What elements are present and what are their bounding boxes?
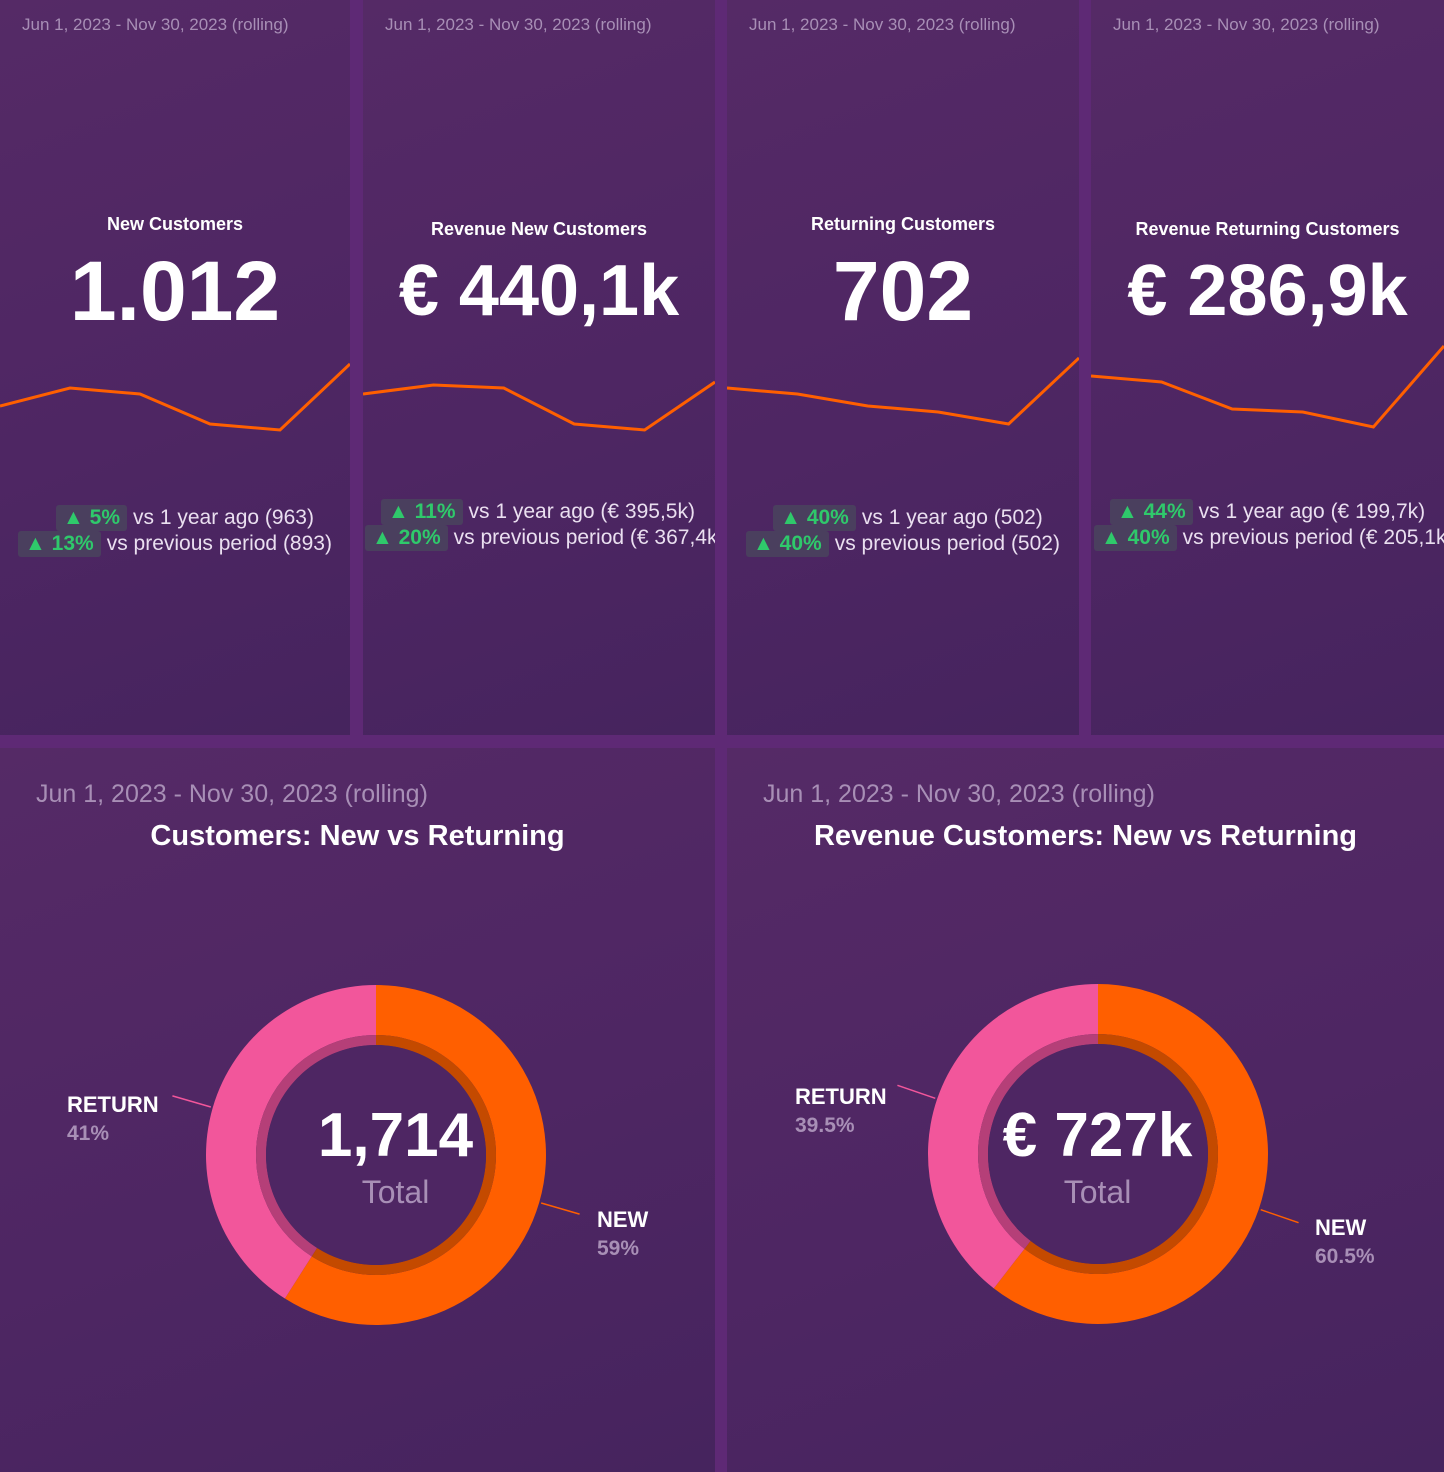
chart-title: Customers: New vs Returning: [150, 820, 565, 852]
change-badge: ▲ 44%: [1110, 499, 1193, 525]
comparison-year: ▲ 5% vs 1 year ago (963): [0, 505, 350, 531]
kpi-title: Revenue Returning Customers: [1135, 219, 1400, 239]
slice-label-new: NEW: [597, 1207, 649, 1232]
comparison-text: vs 1 year ago (€ 395,5k): [468, 500, 695, 523]
date-range: Jun 1, 2023 - Nov 30, 2023 (rolling): [763, 780, 1155, 808]
sparkline: [0, 362, 350, 432]
comparison-period: ▲ 20% vs previous period (€ 367,4k): [365, 525, 715, 551]
comparison-year: ▲ 11% vs 1 year ago (€ 395,5k): [381, 499, 715, 525]
date-range: Jun 1, 2023 - Nov 30, 2023 (rolling): [22, 15, 289, 34]
change-badge: ▲ 40%: [773, 505, 856, 531]
date-range: Jun 1, 2023 - Nov 30, 2023 (rolling): [749, 15, 1016, 34]
donut-panel-revenue: Jun 1, 2023 - Nov 30, 2023 (rolling) Rev…: [727, 748, 1444, 1472]
donut-center-value: 1,714: [317, 1101, 474, 1170]
kpi-title: New Customers: [106, 214, 244, 234]
comparison-text: vs previous period (€ 367,4k): [453, 526, 715, 549]
slice-label-return: RETURN: [67, 1092, 159, 1117]
donut-panel-customers: Jun 1, 2023 - Nov 30, 2023 (rolling) Cus…: [0, 748, 715, 1472]
comparison-text: vs previous period (€ 205,1k): [1182, 526, 1444, 549]
kpi-title: Revenue New Customers: [430, 219, 648, 239]
leader-line-return: [897, 1084, 936, 1099]
slice-pct-return: 41%: [67, 1122, 110, 1145]
comparison-period: ▲ 40% vs previous period (€ 205,1k): [1094, 525, 1444, 551]
chart-title: Revenue Customers: New vs Returning: [813, 820, 1358, 852]
leader-line-return: [172, 1095, 212, 1108]
comparison-year: ▲ 44% vs 1 year ago (€ 199,7k): [1110, 499, 1444, 525]
slice-label-new: NEW: [1315, 1215, 1367, 1240]
slice-pct-new: 60.5%: [1315, 1245, 1375, 1268]
change-badge: ▲ 13%: [18, 531, 101, 557]
change-badge: ▲ 11%: [381, 499, 463, 525]
donut-center-value: € 727k: [1002, 1101, 1193, 1170]
donut-slice-return: [928, 984, 1098, 1289]
date-range: Jun 1, 2023 - Nov 30, 2023 (rolling): [385, 15, 652, 34]
kpi-value: € 286,9k: [1127, 251, 1408, 331]
donut-chart: [172, 985, 580, 1325]
change-badge: ▲ 5%: [56, 505, 128, 531]
donut-slice-inner-new: [1024, 1034, 1218, 1274]
donut-slice-inner-return: [255, 1035, 376, 1257]
kpi-title: Returning Customers: [810, 214, 996, 234]
sparkline: [727, 356, 1079, 426]
kpi-panel-new-customers: Jun 1, 2023 - Nov 30, 2023 (rolling) New…: [0, 0, 350, 735]
comparison-period: ▲ 40% vs previous period (502): [727, 531, 1079, 557]
comparison-period: ▲ 13% vs previous period (893): [0, 531, 350, 557]
donut-slice-new: [993, 984, 1268, 1324]
comparison-text: vs 1 year ago (963): [133, 506, 314, 529]
slice-label-return: RETURN: [795, 1084, 887, 1109]
donut-hole: [988, 1044, 1208, 1264]
comparison-text: vs previous period (502): [834, 532, 1060, 555]
change-badge: ▲ 40%: [746, 531, 829, 557]
donut-hole: [266, 1045, 486, 1265]
kpi-panel-returning-customers: Jun 1, 2023 - Nov 30, 2023 (rolling) Ret…: [727, 0, 1079, 735]
change-badge: ▲ 20%: [365, 525, 448, 551]
kpi-panel-revenue-new-customers: Jun 1, 2023 - Nov 30, 2023 (rolling) Rev…: [363, 0, 715, 735]
slice-pct-return: 39.5%: [795, 1114, 855, 1137]
kpi-panel-revenue-returning-customers: Jun 1, 2023 - Nov 30, 2023 (rolling) Rev…: [1091, 0, 1444, 735]
kpi-value: 702: [832, 244, 974, 338]
change-badge: ▲ 40%: [1094, 525, 1177, 551]
donut-slice-inner-return: [978, 1034, 1098, 1249]
donut-center-label: Total: [361, 1174, 430, 1210]
sparkline-series: [727, 356, 1079, 426]
comparison-text: vs previous period (893): [106, 532, 332, 555]
sparkline-series: [0, 362, 350, 432]
sparkline-series: [363, 380, 715, 432]
kpi-value: € 440,1k: [398, 251, 680, 331]
sparkline-series: [1091, 345, 1444, 429]
leader-line-new: [540, 1202, 580, 1215]
slice-pct-new: 59%: [597, 1237, 640, 1260]
comparison-text: vs 1 year ago (€ 199,7k): [1198, 500, 1426, 523]
donut-slice-new: [284, 985, 546, 1325]
comparison-year: ▲ 40% vs 1 year ago (502): [727, 505, 1079, 531]
sparkline: [363, 380, 715, 432]
date-range: Jun 1, 2023 - Nov 30, 2023 (rolling): [36, 780, 428, 808]
date-range: Jun 1, 2023 - Nov 30, 2023 (rolling): [1113, 15, 1380, 34]
donut-slice-return: [205, 985, 376, 1299]
donut-center-label: Total: [1063, 1174, 1132, 1210]
donut-chart: [897, 984, 1299, 1324]
sparkline: [1091, 345, 1444, 429]
leader-line-new: [1260, 1209, 1299, 1224]
comparison-text: vs 1 year ago (502): [861, 506, 1043, 529]
kpi-value: 1.012: [69, 244, 281, 338]
